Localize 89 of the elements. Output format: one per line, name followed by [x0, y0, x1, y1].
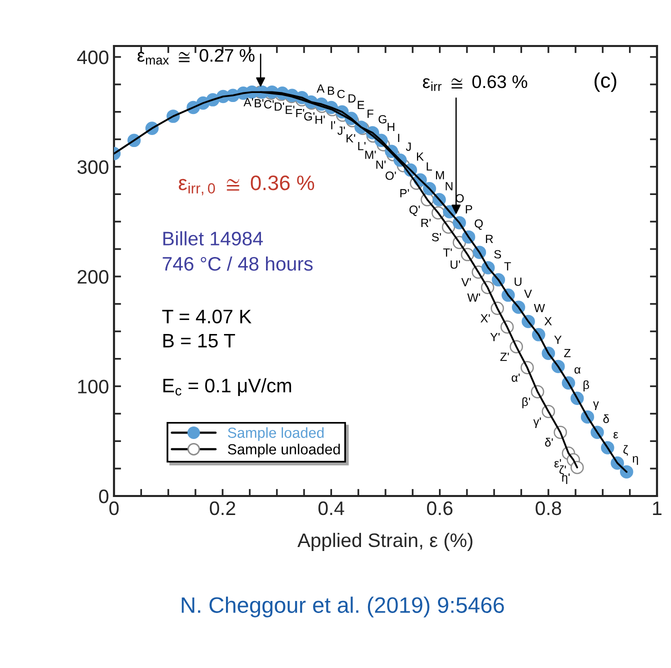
- data-label: δ': [545, 438, 553, 447]
- y-tick-label: 400: [77, 50, 108, 64]
- data-label: G: [378, 115, 386, 124]
- y-tick-label: 100: [78, 380, 108, 394]
- annotation: (c): [594, 72, 616, 92]
- annotation: ε$_{irr,0}$ ≅ 0.36 %: [178, 175, 314, 196]
- data-label: S: [494, 250, 502, 258]
- data-label: M': [365, 150, 376, 159]
- data-label: F': [296, 109, 304, 118]
- data-label: ε: [614, 432, 618, 438]
- annotation: B = 15 T: [163, 334, 236, 348]
- data-label: Q: [474, 219, 483, 230]
- data-label: A: [316, 84, 325, 93]
- data-label: F: [368, 110, 374, 118]
- data-label: A': [244, 98, 254, 106]
- data-label: T: [504, 262, 511, 270]
- data-label: M: [436, 171, 444, 180]
- data-label: Y': [490, 332, 500, 342]
- x-tick-label: 0.4: [318, 501, 344, 516]
- data-label: J: [406, 142, 411, 151]
- data-label: B: [328, 86, 334, 95]
- data-label: β: [584, 380, 590, 392]
- data-label: J': [337, 126, 345, 135]
- data-label: P': [400, 189, 409, 198]
- x-tick-label: 1: [653, 502, 662, 515]
- data-label: C: [337, 90, 345, 98]
- data-label: N: [446, 182, 452, 190]
- x-tick-label: 0.2: [210, 501, 236, 516]
- data-label: Y: [554, 336, 562, 344]
- data-label: P: [466, 205, 472, 214]
- legend-label: Sample loaded: [228, 427, 324, 441]
- data-label: U: [514, 278, 522, 286]
- data-label: V: [524, 290, 532, 298]
- data-label: G': [304, 112, 314, 121]
- data-label: L: [426, 162, 432, 171]
- data-label: α': [512, 374, 520, 382]
- annotation: 746 °C / 48 hours: [162, 256, 313, 271]
- data-label: V': [461, 278, 471, 286]
- data-label: R': [421, 218, 431, 227]
- data-label: E: [358, 100, 364, 110]
- data-label: γ': [533, 417, 541, 428]
- data-label: X': [480, 314, 490, 322]
- data-label: γ: [593, 401, 599, 410]
- data-label: O': [386, 172, 396, 180]
- data-label: W': [467, 293, 480, 302]
- x-tick-label: 0.8: [536, 501, 562, 516]
- data-label: T': [443, 248, 452, 257]
- data-label: K: [417, 152, 424, 161]
- data-label: Z': [500, 352, 509, 361]
- annotation: ε$_{irr}$ ≅ 0.63 %: [422, 75, 528, 91]
- data-label: X: [544, 317, 552, 326]
- y-tick-label: 300: [77, 160, 108, 174]
- data-label: H: [388, 122, 394, 131]
- data-label: D: [348, 94, 356, 102]
- data-label: U': [450, 260, 460, 269]
- data-label: I': [331, 121, 336, 130]
- x-axis-title: Applied Strain, ε (%): [297, 532, 472, 551]
- data-label: D': [274, 102, 284, 111]
- data-label: η: [632, 456, 638, 465]
- x-tick-label: 0.6: [427, 501, 452, 516]
- y-tick-label: 200: [78, 270, 108, 284]
- y-tick-label: 0: [99, 489, 108, 504]
- data-label: E': [286, 106, 294, 114]
- annotation: Billet 14984: [163, 231, 263, 246]
- data-label: Q': [409, 206, 420, 216]
- data-label: η': [562, 473, 570, 484]
- data-label: Z: [564, 348, 571, 358]
- data-label: K': [346, 134, 356, 142]
- data-label: β': [522, 397, 530, 408]
- annotation: E$_{c}$ = 0.1 μV/cm: [163, 378, 292, 396]
- data-label: δ: [603, 414, 609, 424]
- data-label: H': [316, 116, 325, 124]
- data-label: W: [534, 304, 545, 312]
- data-label: C': [264, 100, 274, 109]
- data-label: B': [254, 99, 264, 108]
- data-label: R: [486, 234, 493, 243]
- annotation: ε$_{max}$ ≅ 0.27 %: [138, 49, 254, 65]
- data-label: ζ': [559, 465, 566, 476]
- data-label: α: [574, 367, 581, 374]
- data-label: L': [358, 142, 366, 150]
- data-label: ζ: [623, 445, 628, 456]
- legend-label: Sample unloaded: [228, 444, 340, 458]
- data-label: N': [376, 160, 386, 169]
- data-label: I: [398, 134, 400, 142]
- x-tick-label: 0: [109, 501, 119, 516]
- text: N. Cheggour et al. (2019) 9:5466: [182, 596, 504, 618]
- data-label: S': [432, 232, 441, 242]
- data-label: ε': [554, 459, 561, 468]
- annotation: T = 4.07 K: [162, 310, 252, 324]
